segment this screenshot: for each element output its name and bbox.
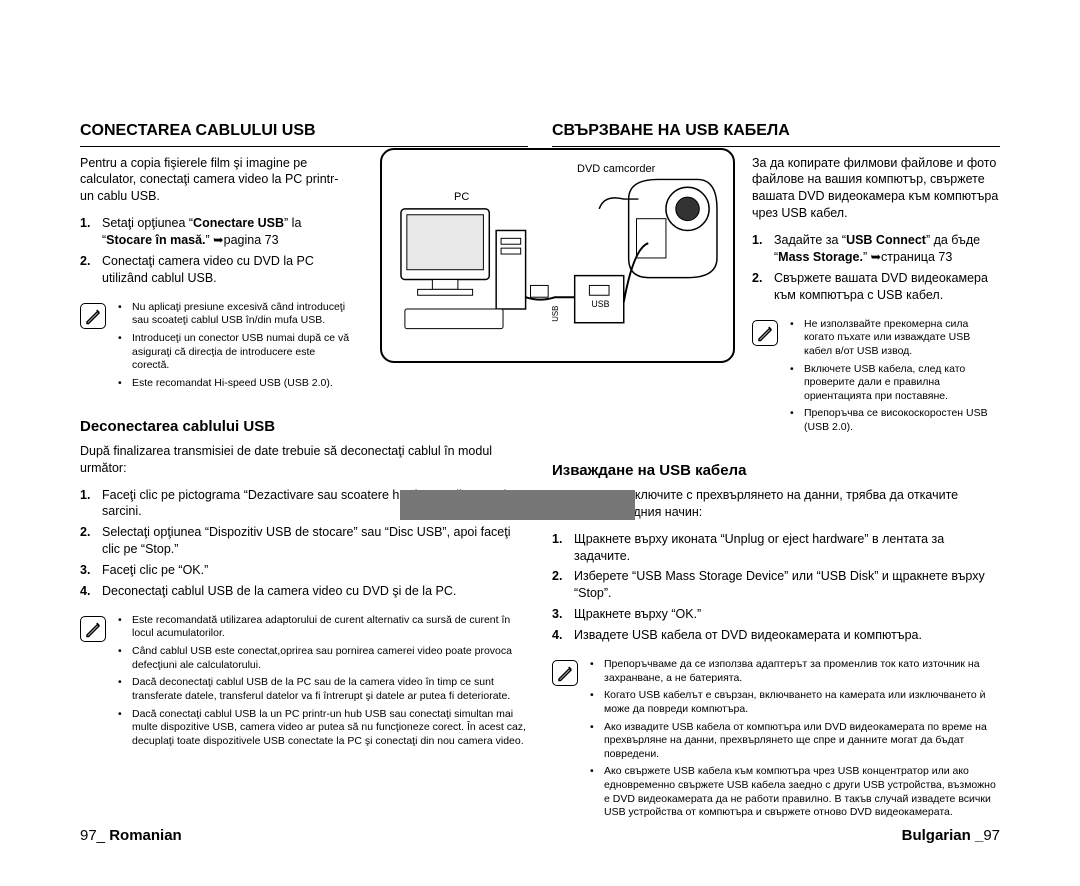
step-text: Щракнете върху иконата “Unplug or eject … bbox=[574, 531, 1000, 565]
step-text: Deconectaţi cablul USB de la camera vide… bbox=[102, 583, 528, 600]
note-icon bbox=[752, 320, 778, 346]
note-item: Включете USB кабела, след като проверите… bbox=[790, 363, 1000, 404]
note-item: Ако извадите USB кабела от компютъра или… bbox=[590, 721, 1000, 762]
note-item: Introduceţi un conector USB numai după c… bbox=[118, 332, 350, 373]
step-text: Извадете USB кабела от DVD видеокамерата… bbox=[574, 627, 1000, 644]
left-intro: Pentru a copia fişierele film şi imagine… bbox=[80, 155, 340, 206]
note-icon bbox=[552, 660, 578, 686]
note-list: Не използвайте прекомерна сила когато пъ… bbox=[790, 318, 1000, 439]
right-sub-steps: 1.Щракнете върху иконата “Unplug or ejec… bbox=[552, 531, 1000, 644]
note-block: Este recomandată utilizarea adaptorului … bbox=[80, 614, 528, 753]
step-text: Изберете “USB Mass Storage Device” или “… bbox=[574, 568, 1000, 602]
right-intro: За да копирате филмови файлове и фото фа… bbox=[752, 155, 1000, 223]
left-heading: CONECTAREA CABLULUI USB bbox=[80, 120, 528, 142]
step-text: Setaţi opţiunea “Conectare USB” la “Stoc… bbox=[102, 215, 340, 249]
note-list: Nu aplicaţi presiune excesivă când intro… bbox=[118, 301, 350, 395]
gray-bar bbox=[400, 490, 635, 520]
right-sub-heading: Изваждане на USB кабела bbox=[552, 461, 1000, 481]
note-block: Препоръчваме да се използва адаптерът за… bbox=[552, 658, 1000, 824]
step-text: Задайте за “USB Connect” да бъде “Mass S… bbox=[774, 232, 1000, 266]
right-heading: СВЪРЗВАНЕ НА USB КАБЕЛА bbox=[552, 120, 1000, 142]
step-number: 2. bbox=[752, 270, 774, 304]
note-list: Препоръчваме да се използва адаптерът за… bbox=[590, 658, 1000, 824]
left-sub-intro: După finalizarea transmisiei de date tre… bbox=[80, 443, 528, 477]
step-text: Faceţi clic pe “OK.” bbox=[102, 562, 528, 579]
note-icon bbox=[80, 616, 106, 642]
footer-right: Bulgarian _97 bbox=[902, 826, 1000, 846]
svg-text:USB: USB bbox=[551, 306, 560, 322]
note-item: Dacă deconectaţi cablul USB de la PC sau… bbox=[118, 676, 528, 703]
illustration-svg: USB USB bbox=[382, 150, 733, 361]
illustration-box: PC DVD camcorder USB USB bbox=[380, 148, 735, 363]
note-item: Nu aplicaţi presiune excesivă când intro… bbox=[118, 301, 350, 328]
left-steps: 1. Setaţi opţiunea “Conectare USB” la “S… bbox=[80, 215, 340, 287]
step-text: Conectaţi camera video cu DVD la PC util… bbox=[102, 253, 340, 287]
rule bbox=[552, 146, 1000, 147]
note-item: Este recomandat Hi-speed USB (USB 2.0). bbox=[118, 377, 350, 391]
illus-label-pc: PC bbox=[454, 190, 469, 205]
note-item: Препоръчва се високоскоростен USB (USB 2… bbox=[790, 407, 1000, 434]
note-item: Не използвайте прекомерна сила когато пъ… bbox=[790, 318, 1000, 359]
note-item: Când cablul USB este conectat,oprirea sa… bbox=[118, 645, 528, 672]
step-text: Selectaţi opţiunea “Dispozitiv USB de st… bbox=[102, 524, 528, 558]
note-item: Dacă conectaţi cablul USB la un PC print… bbox=[118, 708, 528, 749]
svg-text:USB: USB bbox=[591, 299, 609, 309]
note-item: Ако свържете USB кабела към компютъра чр… bbox=[590, 765, 1000, 820]
rule bbox=[80, 146, 528, 147]
note-icon bbox=[80, 303, 106, 329]
step-text: Щракнете върху “OK.” bbox=[574, 606, 1000, 623]
note-item: Препоръчваме да се използва адаптерът за… bbox=[590, 658, 1000, 685]
step-number: 1. bbox=[80, 215, 102, 249]
illus-label-camcorder: DVD camcorder bbox=[577, 162, 655, 177]
note-item: Когато USB кабелът е свързан, включванет… bbox=[590, 689, 1000, 716]
note-block: Не използвайте прекомерна сила когато пъ… bbox=[752, 318, 1000, 439]
note-item: Este recomandată utilizarea adaptorului … bbox=[118, 614, 528, 641]
note-list: Este recomandată utilizarea adaptorului … bbox=[118, 614, 528, 753]
step-number: 2. bbox=[80, 253, 102, 287]
left-sub-heading: Deconectarea cablului USB bbox=[80, 417, 528, 437]
right-steps: 1. Задайте за “USB Connect” да бъде “Mas… bbox=[752, 232, 1000, 304]
note-block: Nu aplicaţi presiune excesivă când intro… bbox=[80, 301, 350, 395]
footer-left: 97_ Romanian bbox=[80, 826, 182, 846]
step-number: 1. bbox=[752, 232, 774, 266]
left-subsection: Deconectarea cablului USB După finalizar… bbox=[80, 417, 528, 753]
step-text: Свържете вашата DVD видеокамера към комп… bbox=[774, 270, 1000, 304]
